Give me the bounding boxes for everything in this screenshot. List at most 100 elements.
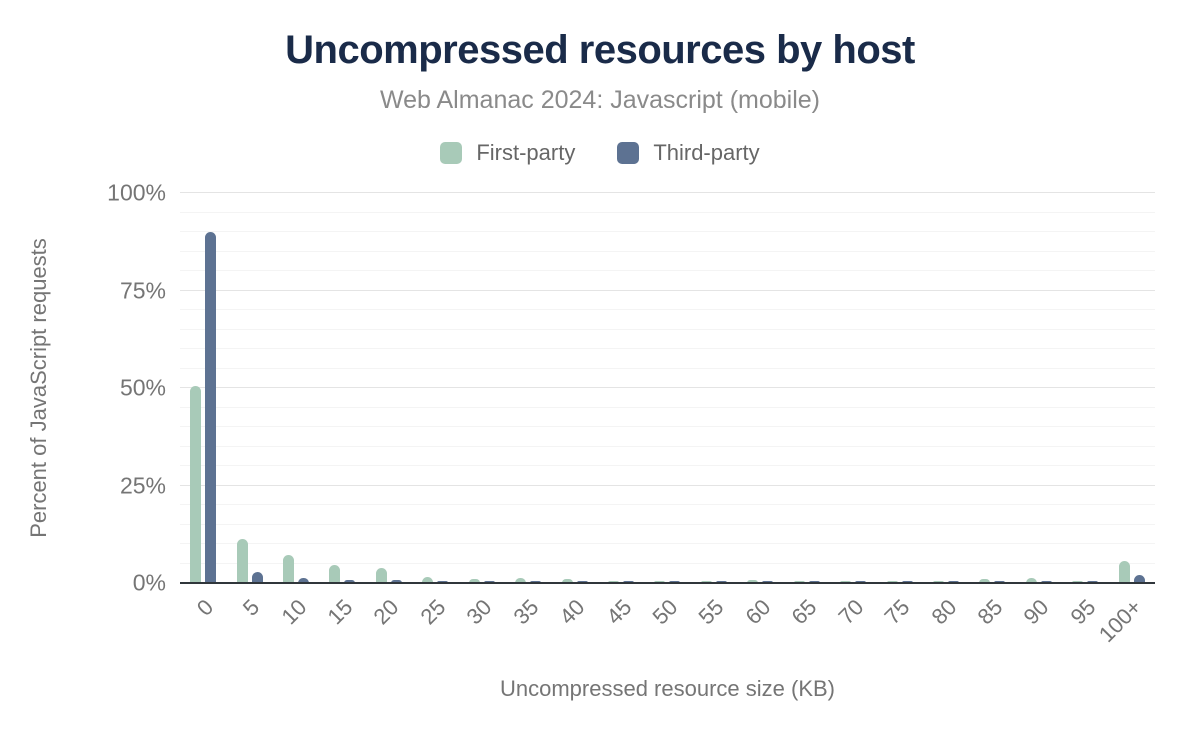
legend-item-third-party[interactable]: Third-party — [617, 140, 760, 166]
gridline — [180, 270, 1155, 271]
gridline — [180, 309, 1155, 310]
bar-first-party-20[interactable] — [375, 568, 387, 583]
x-tick-label: 15 — [322, 594, 358, 630]
bar-group-20 — [366, 193, 412, 583]
bar-first-party-30[interactable] — [468, 578, 480, 583]
gridline — [180, 504, 1155, 505]
y-axis-ticks: 0% 25% 50% 75% 100% — [78, 181, 166, 594]
x-tick-label: 45 — [601, 594, 637, 630]
x-tick-label: 10 — [276, 594, 312, 630]
bar-group-55 — [691, 193, 737, 583]
bar-group-25 — [412, 193, 458, 583]
bar-third-party-100+[interactable] — [1133, 574, 1145, 583]
gridline — [180, 348, 1155, 349]
bar-group-95 — [1062, 193, 1108, 583]
x-tick-label: 90 — [1018, 594, 1054, 630]
bar-group-70 — [830, 193, 876, 583]
x-tick-label: 25 — [415, 594, 451, 630]
gridline — [180, 211, 1155, 213]
gridline — [180, 406, 1155, 408]
legend-label-first-party: First-party — [476, 140, 576, 165]
x-tick-label: 85 — [972, 594, 1008, 630]
bar-group-35 — [505, 193, 551, 583]
bar-group-40 — [551, 193, 597, 583]
x-tick-label: 60 — [740, 594, 776, 630]
bar-third-party-0[interactable] — [205, 232, 217, 583]
bar-group-50 — [644, 193, 690, 583]
chart-title: Uncompressed resources by host — [285, 28, 915, 72]
bar-group-30 — [459, 193, 505, 583]
gridline — [180, 484, 1155, 486]
y-tick-label: 0% — [132, 569, 166, 596]
y-tick-label: 25% — [119, 472, 166, 498]
bar-group-15 — [319, 193, 365, 583]
gridline — [180, 465, 1155, 466]
bar-first-party-40[interactable] — [561, 579, 573, 583]
y-axis-title: Percent of JavaScript requests — [22, 193, 56, 583]
chart-subtitle: Web Almanac 2024: Javascript (mobile) — [379, 86, 820, 114]
gridline — [180, 367, 1155, 369]
bar-first-party-15[interactable] — [329, 565, 341, 583]
gridline — [180, 523, 1155, 525]
third-party-swatch-icon — [617, 142, 640, 164]
y-tick-label: 75% — [119, 277, 166, 303]
bars-layer — [180, 193, 1155, 583]
gridline — [180, 192, 1155, 193]
x-tick-label: 100+ — [1094, 594, 1147, 648]
bar-first-party-85[interactable] — [979, 578, 991, 583]
x-tick-label: 0 — [191, 594, 219, 621]
bar-group-75 — [876, 193, 922, 583]
x-axis-ticks: 0 5 10 15 20 25 30 35 40 45 50 55 60 65 70 75 80 85 90 95 10… — [180, 594, 1155, 665]
gridline — [180, 562, 1155, 564]
x-axis-line — [180, 581, 1155, 584]
legend-item-first-party[interactable]: First-party — [440, 140, 575, 166]
plot-area — [180, 192, 1155, 584]
bar-group-10 — [273, 193, 319, 583]
gridline — [180, 543, 1155, 544]
bar-first-party-100+[interactable] — [1118, 561, 1130, 583]
bar-group-90 — [1016, 193, 1062, 583]
bar-group-60 — [737, 193, 783, 583]
bar-first-party-90[interactable] — [1025, 577, 1037, 583]
x-tick-label: 5 — [238, 594, 265, 621]
bar-group-80 — [923, 193, 969, 583]
gridline — [180, 231, 1155, 232]
bar-group-85 — [969, 193, 1015, 583]
bar-group-45 — [598, 193, 644, 583]
bar-first-party-5[interactable] — [236, 539, 248, 583]
y-tick-label: 100% — [107, 179, 166, 206]
bar-third-party-10[interactable] — [298, 578, 310, 583]
gridline — [180, 250, 1155, 252]
gridline — [180, 426, 1155, 427]
bar-first-party-0[interactable] — [190, 386, 202, 583]
x-tick-label: 75 — [879, 594, 915, 630]
bar-third-party-15[interactable] — [344, 579, 356, 583]
gridline — [180, 445, 1155, 447]
first-party-swatch-icon — [440, 142, 463, 164]
bar-group-65 — [783, 193, 829, 583]
x-tick-label: 50 — [647, 594, 683, 630]
bar-first-party-25[interactable] — [422, 577, 434, 583]
bar-first-party-35[interactable] — [515, 578, 527, 583]
gridline — [180, 328, 1155, 330]
legend-label-third-party: Third-party — [653, 140, 760, 165]
x-tick-label: 20 — [368, 594, 404, 630]
y-axis-title-text: Percent of JavaScript requests — [26, 238, 51, 538]
bar-first-party-10[interactable] — [283, 554, 295, 583]
bar-group-100+ — [1108, 193, 1154, 583]
x-tick-label: 55 — [693, 594, 729, 630]
x-tick-label: 95 — [1065, 594, 1101, 630]
x-tick-label: 40 — [554, 594, 590, 630]
x-tick-label: 70 — [833, 594, 869, 630]
x-tick-label: 30 — [461, 594, 497, 630]
legend: First-party Third-party — [0, 140, 1200, 166]
bar-third-party-5[interactable] — [251, 572, 263, 583]
y-tick-label: 50% — [119, 374, 166, 401]
x-axis-title: Uncompressed resource size (KB) — [499, 676, 835, 701]
bar-group-0 — [180, 193, 226, 583]
gridline — [180, 289, 1155, 291]
x-tick-label: 65 — [786, 594, 822, 630]
gridline — [180, 387, 1155, 388]
x-tick-label: 35 — [508, 594, 544, 630]
